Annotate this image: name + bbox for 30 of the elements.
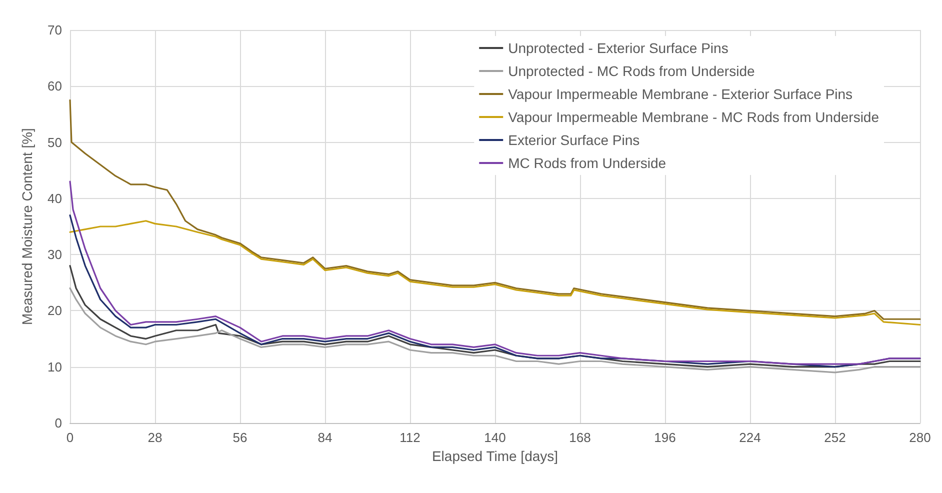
x-tick-label: 252 xyxy=(824,430,846,445)
y-tick-label: 10 xyxy=(48,359,62,374)
x-tick-label: 112 xyxy=(400,430,420,445)
legend-label: Unprotected - Exterior Surface Pins xyxy=(508,40,728,56)
legend-label: Exterior Surface Pins xyxy=(508,132,640,148)
x-tick-label: 0 xyxy=(66,430,74,445)
x-tick-label: 56 xyxy=(232,430,248,445)
x-tick-label: 224 xyxy=(739,430,761,445)
y-tick-label: 30 xyxy=(48,247,62,262)
y-axis-title: Measured Moisture Content [%] xyxy=(19,128,35,325)
x-tick-label: 84 xyxy=(318,430,332,445)
legend-label: MC Rods from Underside xyxy=(508,155,666,171)
y-tick-label: 70 xyxy=(48,22,62,38)
y-tick-label: 60 xyxy=(48,78,62,94)
line-series xyxy=(69,220,921,326)
x-tick-label: 196 xyxy=(654,430,676,445)
x-tick-label: 140 xyxy=(484,430,506,445)
y-tick-label: 50 xyxy=(48,134,62,150)
y-tick-label: 20 xyxy=(48,303,62,318)
legend-label: Vapour Impermeable Membrane - Exterior Surface Pins xyxy=(508,86,853,102)
legend-label: Unprotected - MC Rods from Underside xyxy=(508,63,755,79)
y-tick-label: 40 xyxy=(48,190,62,206)
x-tick-label: 28 xyxy=(148,430,162,445)
x-tick-label: 168 xyxy=(569,430,591,445)
legend-label: Vapour Impermeable Membrane - MC Rods from Underside xyxy=(508,109,880,125)
y-tick-label: 0 xyxy=(54,416,62,430)
x-axis-title: Elapsed Time [days] xyxy=(432,448,558,464)
line-series xyxy=(69,180,921,365)
line-series xyxy=(69,287,921,374)
x-tick-label: 280 xyxy=(909,430,931,445)
